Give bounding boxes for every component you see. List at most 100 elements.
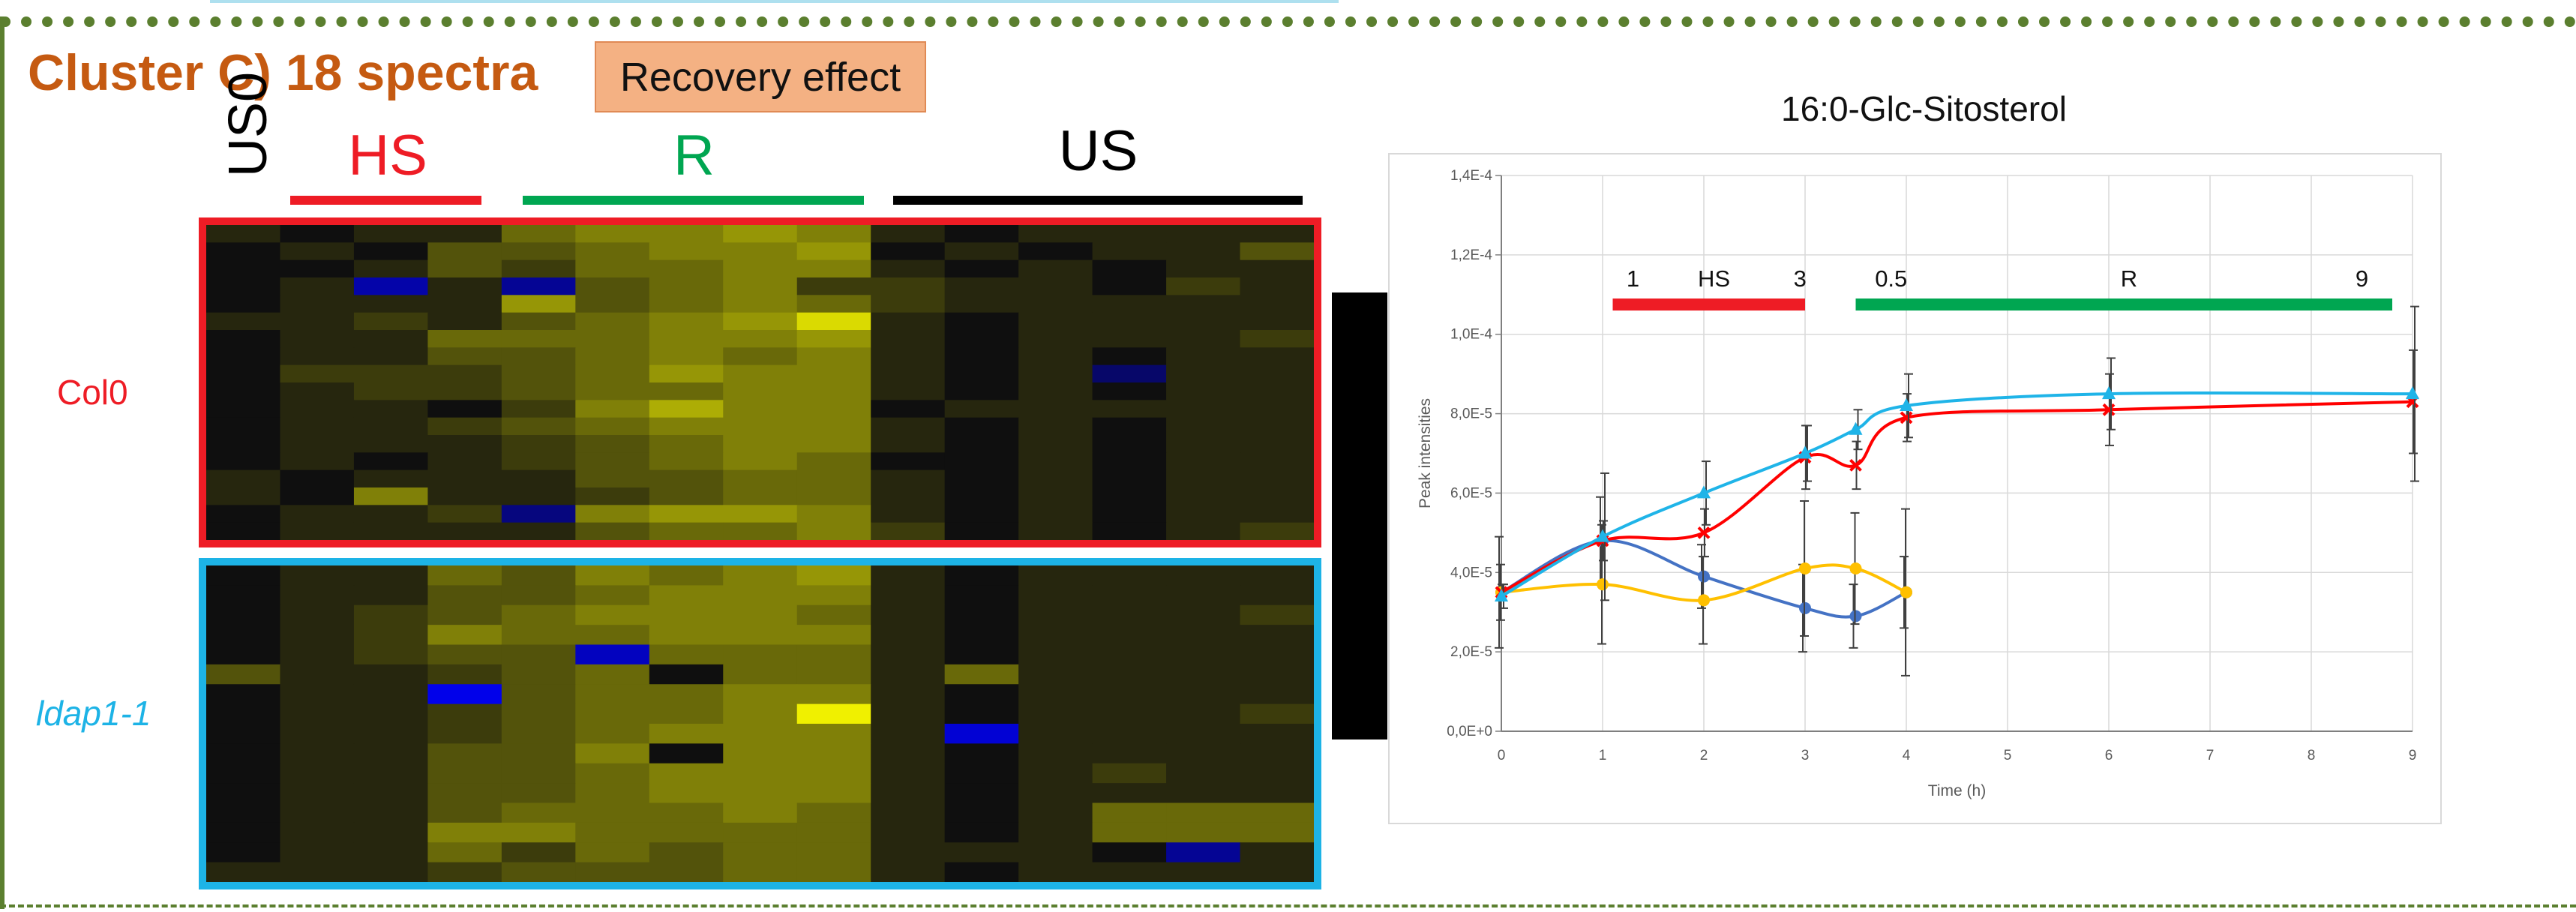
heatmap-cell bbox=[1018, 644, 1093, 665]
heatmap-cell bbox=[575, 822, 650, 843]
heatmap-cell bbox=[575, 625, 650, 645]
treatment-label: 3 bbox=[1794, 266, 1807, 292]
heatmap-cell bbox=[427, 664, 502, 685]
heatmap-cell bbox=[944, 724, 1019, 744]
group-label-r: R bbox=[673, 124, 715, 188]
heatmap-cell bbox=[796, 278, 871, 296]
heatmap-cell bbox=[1166, 242, 1241, 261]
chart-title: 16:0-Glc-Sitosterol bbox=[1781, 89, 2067, 128]
heatmap-cell bbox=[1092, 664, 1167, 685]
heatmap-cell bbox=[1240, 417, 1314, 436]
heatmap-cell bbox=[723, 330, 798, 348]
heatmap-cell bbox=[944, 435, 1019, 453]
heatmap-cell bbox=[871, 822, 946, 843]
heatmap-cell bbox=[871, 225, 946, 243]
y-tick-label: 4,0E-5 bbox=[1450, 565, 1492, 580]
heatmap-cell bbox=[280, 295, 355, 314]
heatmap-cell bbox=[1092, 684, 1167, 705]
heatmap-cell bbox=[649, 488, 724, 506]
heatmap-cell bbox=[1240, 400, 1314, 418]
data-point bbox=[1900, 586, 1912, 598]
heatmap-cell bbox=[575, 802, 650, 824]
heatmap-cell bbox=[649, 417, 724, 436]
heatmap-cell bbox=[871, 802, 946, 824]
heatmap-cell bbox=[1018, 842, 1093, 863]
heatmap-cell bbox=[1166, 505, 1241, 524]
heatmap-cell bbox=[649, 684, 724, 705]
heatmap-cell bbox=[944, 763, 1019, 784]
heatmap-cell bbox=[1240, 452, 1314, 471]
heatmap-cell bbox=[206, 312, 280, 331]
heatmap-cell bbox=[1092, 743, 1167, 764]
data-point bbox=[1597, 578, 1609, 591]
heatmap-cell bbox=[280, 862, 355, 882]
heatmap-cell bbox=[501, 400, 576, 418]
heatmap-cell bbox=[871, 470, 946, 488]
heatmap-cell bbox=[1092, 822, 1167, 843]
heatmap-cell bbox=[1240, 704, 1314, 724]
heatmap-cell bbox=[280, 783, 355, 803]
heatmap-cell bbox=[1092, 470, 1167, 488]
y-tick-label: 8,0E-5 bbox=[1450, 406, 1492, 422]
heatmap-cell bbox=[427, 684, 502, 705]
heatmap-cell bbox=[501, 488, 576, 506]
heatmap-cell bbox=[944, 347, 1019, 366]
y-tick-label: 0,0E+0 bbox=[1447, 724, 1492, 740]
heatmap-cell bbox=[649, 585, 724, 606]
heatmap-cell bbox=[501, 417, 576, 436]
heatmap-cell bbox=[796, 862, 871, 882]
heatmap-cell bbox=[427, 704, 502, 724]
heatmap-cell bbox=[1166, 684, 1241, 705]
heatmap-cell bbox=[944, 488, 1019, 506]
heatmap-cell bbox=[353, 585, 428, 606]
heatmap-cell bbox=[353, 347, 428, 366]
heatmap-cell bbox=[723, 684, 798, 705]
heatmap-cell bbox=[575, 400, 650, 418]
heatmap-cell bbox=[280, 802, 355, 824]
heatmap-cell bbox=[501, 522, 576, 540]
heatmap-cell bbox=[427, 724, 502, 744]
heatmap-cell bbox=[871, 330, 946, 348]
heatmap-cell bbox=[796, 802, 871, 824]
heatmap-cell bbox=[206, 260, 280, 278]
heatmap-cell bbox=[575, 452, 650, 471]
heatmap-cell bbox=[723, 724, 798, 744]
heatmap-cell bbox=[280, 566, 355, 586]
y-axis-label: Peak intensities bbox=[1417, 398, 1434, 508]
heatmap-cell bbox=[353, 704, 428, 724]
x-tick-label: 3 bbox=[1801, 748, 1810, 764]
heatmap-cell bbox=[280, 364, 355, 383]
heatmap-cell bbox=[353, 400, 428, 418]
heatmap-cell bbox=[1166, 842, 1241, 863]
heatmap-cell bbox=[871, 435, 946, 453]
heatmap-cell bbox=[723, 822, 798, 843]
heatmap-cell bbox=[501, 347, 576, 366]
heatmap-cell bbox=[501, 382, 576, 400]
ldap-heatmap bbox=[206, 566, 1314, 882]
heatmap-cell bbox=[1092, 585, 1167, 606]
heatmap-cell bbox=[871, 704, 946, 724]
heatmap-cell bbox=[501, 435, 576, 453]
heatmap-cell bbox=[575, 743, 650, 764]
heatmap-cell bbox=[1092, 242, 1167, 261]
heatmap-cell bbox=[501, 783, 576, 803]
heatmap-cell bbox=[723, 382, 798, 400]
heatmap-cell bbox=[206, 842, 280, 863]
heatmap-cell bbox=[1018, 452, 1093, 471]
heatmap-cell bbox=[1166, 802, 1241, 824]
heatmap-cell bbox=[723, 435, 798, 453]
heatmap-cell bbox=[575, 522, 650, 540]
heatmap-cell bbox=[1018, 704, 1093, 724]
heatmap-cell bbox=[1166, 470, 1241, 488]
recovery-effect-badge: Recovery effect bbox=[595, 41, 926, 112]
heatmap-cell bbox=[280, 644, 355, 665]
heatmap-cell bbox=[501, 684, 576, 705]
genotype-label-col0: Col0 bbox=[57, 373, 128, 412]
heatmap-cell bbox=[353, 664, 428, 685]
heatmap-cell bbox=[871, 664, 946, 685]
heatmap-cell bbox=[723, 417, 798, 436]
heatmap-cell bbox=[501, 295, 576, 314]
heatmap-cell bbox=[723, 862, 798, 882]
line-chart: 0 1 2 3 4 5 6 7 8 9 0,0E+0 2,0E-5 4,0E-5 6,0E-5 8,0E-5… bbox=[1388, 153, 2442, 824]
heatmap-cell bbox=[1092, 400, 1167, 418]
